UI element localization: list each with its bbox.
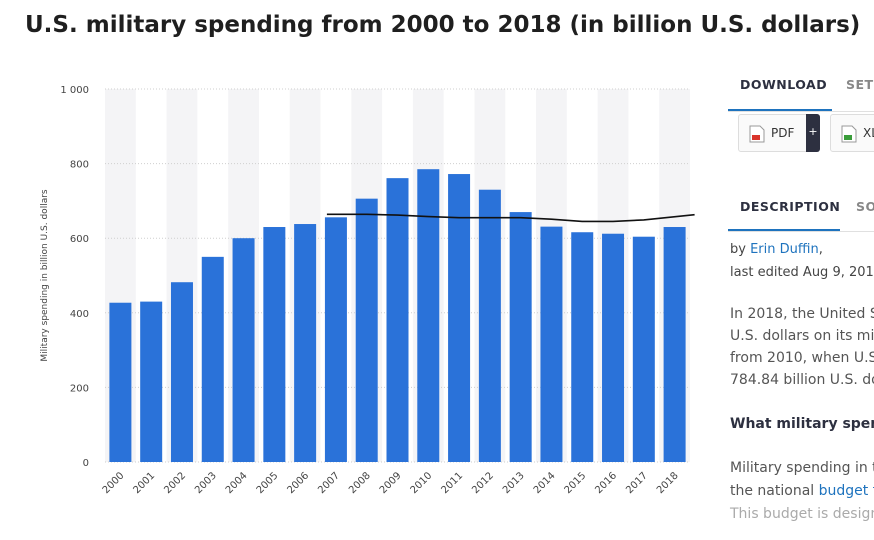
x-tick-label: 2007: [316, 470, 342, 496]
x-tick-label: 2015: [563, 470, 589, 496]
x-tick-label: 2005: [255, 470, 281, 496]
bar: [386, 178, 409, 462]
tab-source[interactable]: SO: [856, 199, 874, 214]
xls-label: XL: [863, 126, 874, 140]
section-subheading: What military spend: [730, 416, 874, 432]
x-tick-label: 2011: [439, 470, 465, 496]
xls-download-button[interactable]: XL: [830, 114, 874, 152]
by-prefix: by: [730, 242, 751, 257]
bar: [632, 236, 655, 462]
y-tick-label: 400: [70, 309, 89, 320]
x-tick-label: 2012: [470, 470, 496, 496]
y-axis-title: Military spending in billion U.S. dollar…: [40, 189, 50, 362]
x-tick-label: 2017: [624, 470, 650, 496]
bar: [109, 302, 132, 462]
budget-link[interactable]: budget f: [818, 483, 874, 499]
download-tabs: DOWNLOAD SETT: [728, 70, 874, 112]
body-line: Military spending in t: [730, 460, 874, 476]
description-tabs: DESCRIPTION SO: [728, 192, 874, 232]
bar: [170, 282, 193, 462]
bar: [417, 169, 440, 462]
description-line: U.S. dollars on its mil: [730, 328, 874, 344]
bar: [540, 226, 563, 462]
pdf-file-icon: [749, 125, 765, 143]
by-suffix: ,: [818, 242, 823, 257]
body-line-faded: This budget is design: [730, 506, 874, 522]
description-line: 784.84 billion U.S. do: [730, 372, 874, 388]
y-tick-label: 800: [70, 160, 89, 171]
bar: [602, 233, 625, 462]
page-title: U.S. military spending from 2000 to 2018…: [25, 12, 861, 38]
description-line: In 2018, the United S: [730, 306, 874, 322]
y-tick-label: 200: [70, 383, 89, 394]
author-line: by Erin Duffin,: [730, 242, 823, 257]
x-tick-label: 2003: [193, 470, 219, 496]
body-line: the national budget f: [730, 483, 874, 499]
trend-line: [326, 213, 695, 223]
bar: [140, 301, 163, 462]
x-tick-label: 2006: [285, 470, 311, 496]
x-tick-label: 2014: [532, 470, 558, 496]
x-tick-label: 2001: [132, 470, 158, 496]
xls-file-icon: [841, 125, 857, 143]
bar: [232, 238, 255, 462]
y-tick-label: 600: [70, 234, 89, 245]
bar: [355, 198, 378, 463]
bar: [509, 212, 532, 462]
body-line-prefix: the national: [730, 483, 819, 499]
bar: [663, 227, 686, 462]
bar: [571, 232, 594, 462]
x-tick-label: 2013: [501, 470, 527, 496]
bar: [478, 189, 501, 462]
pdf-label: PDF: [771, 126, 795, 140]
bar: [324, 217, 347, 462]
pdf-download-button[interactable]: PDF +: [738, 114, 820, 152]
x-tick-label: 2002: [162, 470, 188, 496]
bar: [448, 174, 471, 462]
y-tick-label: 0: [83, 458, 89, 469]
x-tick-label: 2009: [378, 470, 404, 496]
tab-description[interactable]: DESCRIPTION: [728, 192, 840, 232]
bar-chart: 0 200 400 600 800 1 000 Military spending in b…: [40, 85, 695, 496]
x-tick-label: 2018: [655, 470, 681, 496]
y-tick-label: 1 000: [60, 85, 89, 96]
author-link[interactable]: Erin Duffin: [750, 242, 819, 257]
sidebar: DOWNLOAD SETT PDF + XL DESCRIPTION SO by…: [728, 60, 874, 540]
tab-settings[interactable]: SETT: [846, 77, 874, 92]
x-tick-label: 2000: [101, 470, 127, 496]
bar: [294, 224, 317, 462]
x-tick-label: 2010: [409, 470, 435, 496]
bar: [263, 227, 286, 462]
description-line: from 2010, when U.S: [730, 350, 874, 366]
bar: [201, 256, 224, 462]
pdf-options-plus-icon[interactable]: +: [806, 114, 820, 152]
x-tick-label: 2008: [347, 470, 373, 496]
last-edited: last edited Aug 9, 2019: [730, 265, 874, 280]
x-tick-label: 2016: [593, 470, 619, 496]
x-tick-label: 2004: [224, 470, 250, 496]
tab-download[interactable]: DOWNLOAD: [728, 70, 832, 112]
